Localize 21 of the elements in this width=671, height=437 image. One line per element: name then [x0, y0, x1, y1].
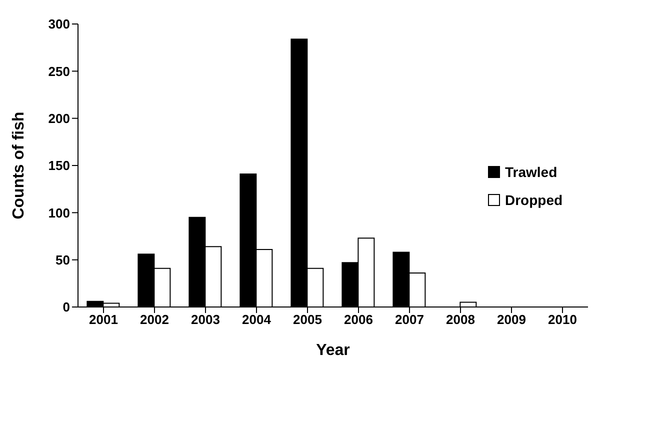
- legend-label: Trawled: [504, 163, 558, 182]
- x-tick-label: 2007: [395, 312, 424, 328]
- legend-label: Dropped: [504, 191, 563, 210]
- x-tick-label: 2009: [497, 312, 526, 328]
- x-tick-label: 2002: [140, 312, 169, 328]
- x-tick-label: 2004: [242, 312, 272, 328]
- x-tick-label: 2005: [293, 312, 322, 328]
- y-tick-label: 0: [62, 300, 70, 315]
- y-tick-label: 150: [48, 158, 70, 174]
- y-tick-label: 50: [56, 252, 70, 268]
- x-tick-label: 2003: [191, 312, 220, 328]
- y-tick-label: 200: [48, 110, 70, 126]
- y-tick-label: 300: [48, 16, 70, 32]
- x-tick-label: 2001: [89, 312, 118, 328]
- x-tick-label: 2010: [548, 312, 577, 328]
- y-tick-label: 250: [48, 64, 70, 79]
- x-axis-title: Year: [316, 342, 350, 359]
- x-tick-label: 2008: [446, 312, 475, 328]
- x-tick-label: 2006: [344, 312, 373, 328]
- y-axis-title: Counts of fish: [10, 112, 28, 220]
- y-tick-label: 100: [48, 205, 70, 220]
